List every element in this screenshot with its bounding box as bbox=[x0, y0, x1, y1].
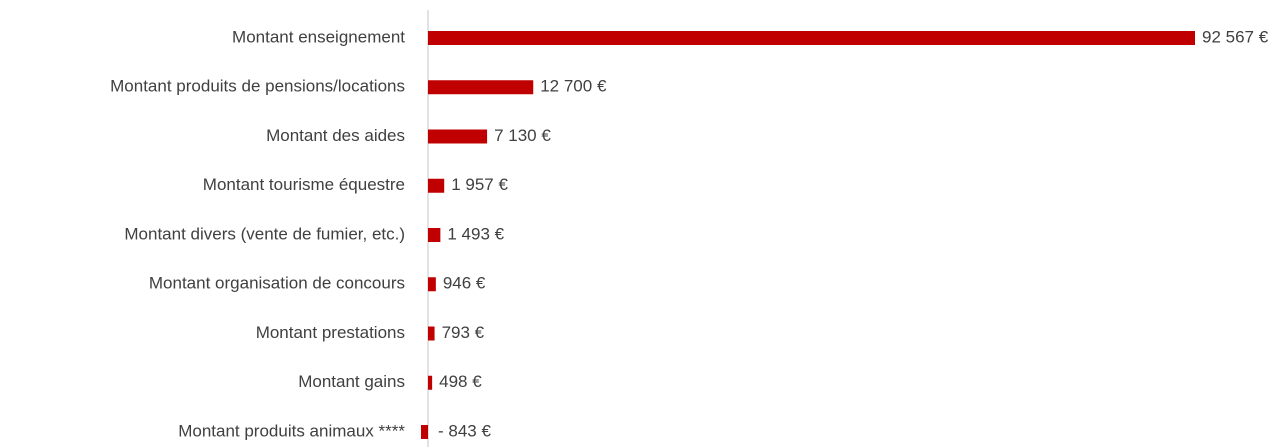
value-label: 793 € bbox=[442, 323, 485, 342]
category-label: Montant prestations bbox=[256, 323, 405, 342]
bar bbox=[421, 425, 428, 439]
bar bbox=[428, 80, 534, 95]
bar bbox=[428, 326, 435, 341]
category-label: Montant des aides bbox=[266, 126, 405, 145]
category-label: Montant organisation de concours bbox=[149, 274, 405, 293]
category-label: Montant produits de pensions/locations bbox=[110, 77, 405, 96]
category-label: Montant enseignement bbox=[232, 27, 405, 46]
value-label: 946 € bbox=[443, 274, 486, 293]
value-label: 1 957 € bbox=[451, 175, 508, 194]
bar bbox=[428, 129, 488, 144]
bar bbox=[428, 178, 445, 193]
value-label: 92 567 € bbox=[1202, 27, 1269, 46]
bar bbox=[428, 228, 441, 242]
value-label: 1 493 € bbox=[447, 224, 504, 243]
category-label: Montant tourisme équestre bbox=[203, 175, 405, 194]
value-label: 498 € bbox=[439, 372, 482, 391]
value-label: 12 700 € bbox=[540, 77, 607, 96]
category-label: Montant produits animaux **** bbox=[178, 421, 405, 440]
value-label: 7 130 € bbox=[494, 126, 551, 145]
bar bbox=[428, 31, 1195, 45]
category-label: Montant divers (vente de fumier, etc.) bbox=[124, 224, 405, 243]
bar bbox=[428, 277, 436, 292]
category-label: Montant gains bbox=[298, 372, 405, 391]
value-label: - 843 € bbox=[438, 421, 491, 440]
bar bbox=[428, 375, 433, 390]
